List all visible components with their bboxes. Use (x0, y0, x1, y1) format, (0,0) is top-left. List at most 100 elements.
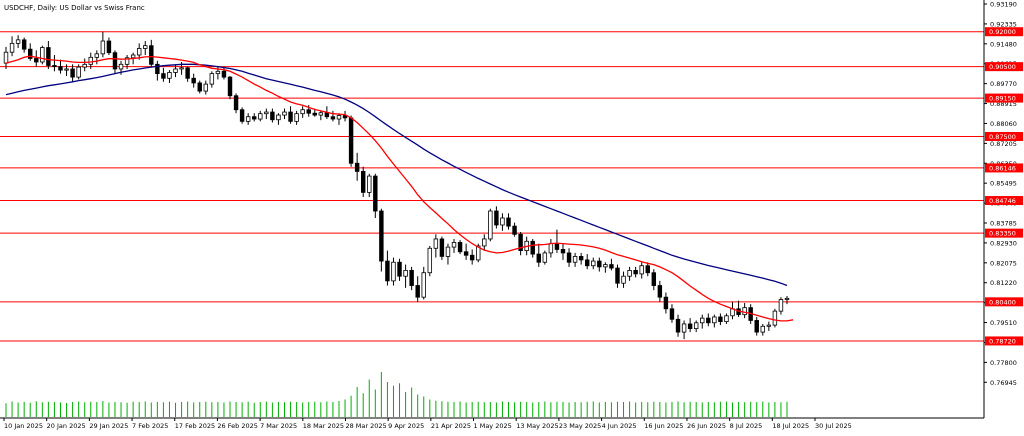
candle-body (330, 116, 336, 120)
candle-body (469, 254, 475, 261)
candle-body (433, 238, 439, 249)
time-tick-label: 17 Feb 2025 (175, 422, 215, 430)
candle-body (215, 70, 221, 75)
price-tick-label: 0.91480 (990, 40, 1017, 48)
candle-body (155, 63, 160, 75)
candle-body (530, 240, 535, 255)
candle-body (451, 242, 457, 248)
level-price-tag-label: 0.78720 (989, 337, 1016, 345)
time-tick-label: 16 Jun 2025 (644, 422, 683, 430)
candle-body (476, 245, 481, 261)
candle-body (221, 70, 227, 78)
candle-body (360, 171, 366, 193)
candle-body (754, 320, 759, 333)
candle-body (700, 317, 705, 324)
level-price-tag (985, 27, 1023, 37)
candle-body (373, 175, 378, 212)
time-tick-label: 8 Jul 2025 (730, 422, 763, 430)
candle-body (34, 58, 39, 63)
level-price-tag (985, 297, 1023, 307)
candle-body (693, 322, 699, 330)
candle-body (645, 265, 650, 274)
level-price-tag-label: 0.87500 (989, 133, 1016, 141)
level-price-tag-label: 0.84746 (989, 197, 1016, 205)
candle-body (669, 308, 675, 320)
candle-body (457, 242, 463, 253)
time-tick-label: 9 Apr 2025 (388, 422, 424, 430)
level-price-tag-label: 0.86146 (989, 164, 1016, 172)
candle-body (252, 116, 257, 120)
candle-body (82, 63, 87, 68)
price-tick-label: 0.76945 (990, 379, 1017, 387)
level-price-tag (985, 163, 1023, 173)
time-tick-label: 28 Mar 2025 (345, 422, 386, 430)
candle-body (294, 113, 299, 122)
candle-body (409, 269, 414, 286)
candle-body (70, 68, 75, 78)
candle-body (760, 325, 765, 333)
level-price-tags: 0.92000 0.90500 0.89150 0.87500 0.86146 0.847… (985, 27, 1023, 346)
candle-body (772, 310, 778, 326)
price-tick-label: 0.82930 (990, 239, 1017, 247)
price-tick-label: 0.88915 (990, 100, 1017, 108)
candle-body (173, 68, 178, 73)
candle-body (143, 45, 148, 49)
candle-body (718, 316, 723, 323)
chart-title: USDCHF, Daily: US Dollar vs Swiss Franc (4, 4, 145, 12)
candle-body (197, 82, 202, 92)
price-tick-label: 0.77800 (990, 359, 1017, 367)
candle-body (712, 316, 717, 324)
candle-body (439, 238, 445, 257)
candle-body (161, 73, 166, 79)
candle-body (300, 109, 305, 115)
candle-body (542, 252, 548, 263)
ma-fast-line (5, 55, 794, 322)
time-tick-label: 13 May 2025 (516, 422, 558, 430)
candle-body (336, 115, 342, 120)
candle-body (621, 275, 626, 284)
candle-body (494, 210, 499, 226)
candle-body (597, 260, 602, 268)
level-price-tag-label: 0.89150 (989, 95, 1016, 103)
level-price-tag (985, 62, 1023, 72)
time-tick-label: 4 Jun 2025 (602, 422, 637, 430)
price-tick-label: 0.87205 (990, 140, 1017, 148)
candle-body (675, 318, 681, 333)
candle-body (603, 264, 608, 268)
candle-body (445, 246, 451, 257)
candle-body (112, 52, 118, 70)
candle-body (391, 261, 396, 282)
price-tick-label: 0.93190 (990, 1, 1017, 9)
candle-body (46, 47, 51, 66)
time-tick-label: 26 Jun 2025 (687, 422, 726, 430)
candle-body (191, 77, 196, 84)
level-price-tag-label: 0.83350 (989, 230, 1016, 238)
candle-body (651, 272, 657, 286)
candle-body (518, 233, 523, 251)
level-price-tag-label: 0.80400 (989, 298, 1016, 306)
candle-body (663, 296, 669, 310)
candle-body (379, 210, 384, 262)
level-price-tag (985, 131, 1023, 141)
chart-axes (0, 0, 985, 419)
candle-body (397, 261, 402, 277)
candle-body (76, 66, 81, 78)
candle-body (318, 112, 324, 116)
candle-body (124, 57, 130, 65)
candle-body (681, 323, 687, 333)
candle-body (9, 42, 15, 53)
candle-body (64, 68, 69, 71)
candle-body (578, 256, 584, 261)
time-tick-label: 10 Jan 2025 (4, 422, 43, 430)
level-price-tag-label: 0.92000 (989, 28, 1016, 36)
candle-body (415, 285, 420, 298)
candle-body (348, 117, 354, 164)
candle-body (258, 113, 263, 120)
candle-body (276, 114, 281, 121)
candle-body (554, 243, 560, 250)
time-tick-label: 20 Jan 2025 (47, 422, 86, 430)
candle-body (118, 63, 124, 70)
candle-body (21, 39, 27, 50)
